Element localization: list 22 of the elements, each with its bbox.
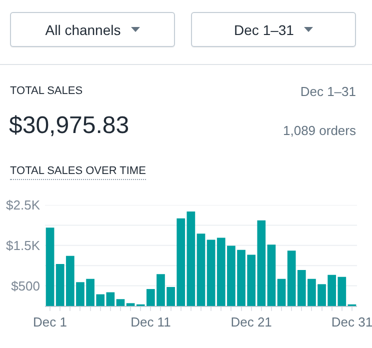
bar (267, 244, 276, 306)
chart-title: TOTAL SALES OVER TIME (10, 165, 146, 180)
text: TOTAL SALES (10, 85, 83, 97)
x-tick-label: Dec 21 (230, 314, 272, 330)
text: Dec 1–31 (234, 22, 294, 38)
x-tick-label: Dec 1 (33, 314, 68, 330)
bar (206, 240, 216, 306)
y-tick-label: $1.5K (6, 238, 40, 253)
bar (116, 299, 125, 306)
bar (277, 278, 286, 306)
bar (126, 303, 135, 306)
bar (46, 228, 54, 306)
bar (196, 234, 206, 306)
text: $30,975.83 (9, 112, 130, 140)
text: Dec 1–31 (300, 84, 356, 99)
bar (186, 211, 196, 306)
x-tick-label: Dec 11 (130, 314, 171, 330)
text: 1,089 orders (283, 123, 356, 138)
x-tick-label: Dec 31 (331, 314, 372, 330)
text: All channels (45, 22, 121, 38)
y-tick-label: $2.5K (6, 198, 40, 213)
y-tick-label: $500 (11, 278, 40, 294)
